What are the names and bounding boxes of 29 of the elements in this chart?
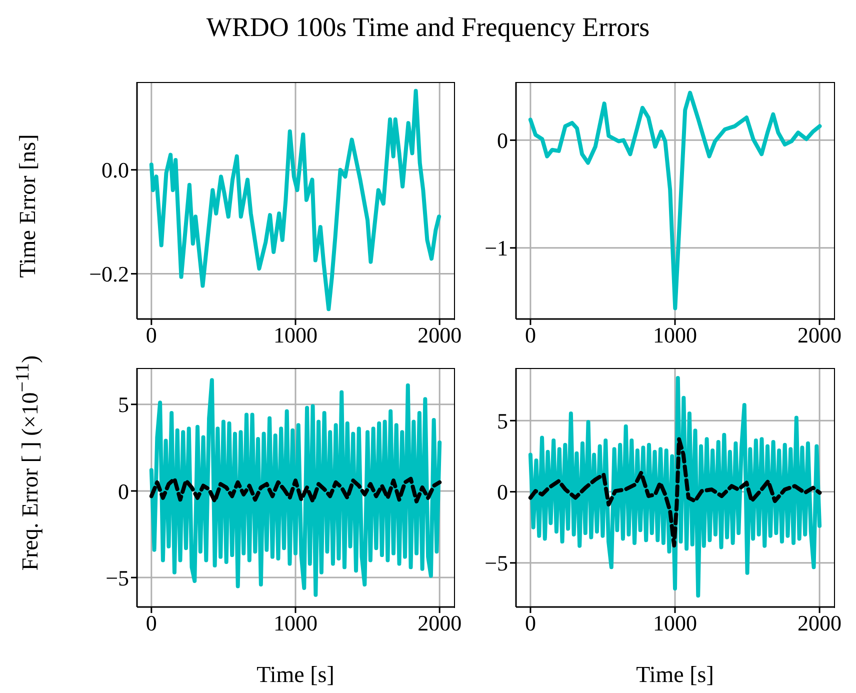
x-tick-label: 0 — [524, 610, 536, 636]
y-tick-label: 5 — [118, 392, 129, 418]
y-tick-label: 0 — [118, 478, 129, 504]
x-tick-label: 1000 — [274, 610, 318, 636]
x-tick-label: 2000 — [798, 610, 842, 636]
x-axis-title: Time [s] — [256, 662, 334, 688]
line-series — [149, 476, 442, 504]
x-tick-label: 2000 — [418, 610, 462, 636]
x-tick-label: 2000 — [418, 322, 462, 348]
y-tick-label: −1 — [484, 236, 508, 261]
x-tick-label: 0 — [146, 322, 157, 348]
x-tick-label: 0 — [524, 322, 536, 348]
x-tick-label: 0 — [146, 610, 157, 636]
y-tick-label: −0.2 — [89, 262, 129, 287]
y-tick-label: 0 — [497, 128, 508, 153]
x-tick-label: 1000 — [653, 610, 697, 636]
x-tick-label: 1000 — [653, 322, 697, 348]
line-series — [149, 378, 442, 597]
y-axis-title: Time Error [ns] — [15, 134, 41, 278]
line-series — [528, 437, 822, 548]
x-tick-label: 1000 — [274, 322, 318, 348]
x-tick-label: 2000 — [798, 322, 842, 348]
y-tick-label: 5 — [497, 408, 508, 434]
x-axis-title: Time [s] — [636, 662, 714, 688]
y-tick-label: −5 — [106, 565, 129, 590]
y-tick-label: 0 — [497, 480, 508, 505]
chart-title: WRDO 100s Time and Frequency Errors — [205, 12, 651, 43]
y-tick-label: −5 — [484, 550, 508, 576]
y-tick-label: 0.0 — [102, 158, 129, 183]
